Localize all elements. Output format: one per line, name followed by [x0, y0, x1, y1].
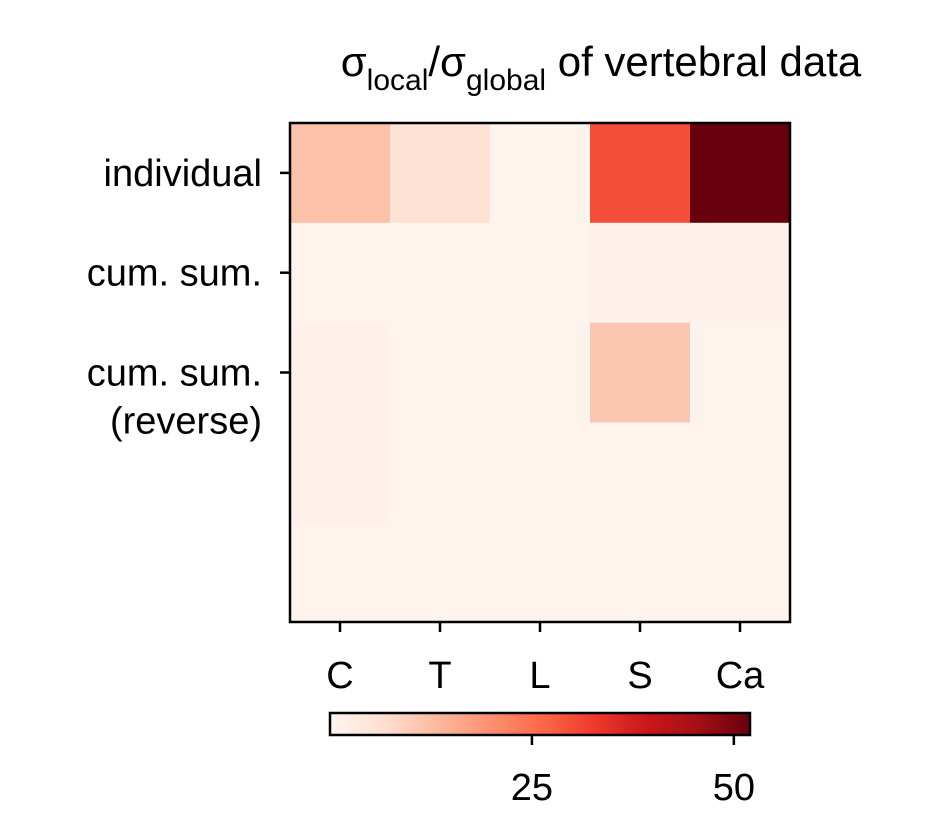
heatmap-cell — [390, 422, 491, 523]
heatmap-cells — [290, 123, 791, 623]
heatmap-cell — [590, 322, 691, 423]
x-tick-label: L — [529, 655, 550, 697]
heatmap-cell — [690, 322, 791, 423]
title-sigma-local: σ — [341, 38, 367, 85]
heatmap-cell — [690, 522, 791, 623]
x-tick-label: Ca — [716, 655, 765, 697]
x-axis-ticks: C T L S Ca — [326, 622, 765, 697]
heatmap-cell — [490, 322, 591, 423]
colorbar: 25 50 — [328, 711, 755, 809]
heatmap-cell — [290, 123, 391, 224]
heatmap-cell — [490, 522, 591, 623]
heatmap-cell — [690, 422, 791, 523]
heatmap-cell — [690, 123, 791, 224]
heatmap-cell — [390, 522, 491, 623]
x-tick-label: S — [627, 655, 652, 697]
heatmap-cell — [590, 123, 691, 224]
heatmap-cell — [590, 522, 691, 623]
y-tick-label: individual — [104, 153, 262, 195]
y-tick-label: cum. sum. (reverse) — [87, 353, 262, 443]
heatmap-cell — [290, 522, 391, 623]
heatmap-cell — [490, 222, 591, 324]
heatmap-cell — [390, 222, 491, 324]
heatmap-cell — [590, 222, 691, 324]
title-rest: of vertebral data — [546, 38, 862, 85]
heatmap-cell — [390, 123, 491, 224]
chart-title: σlocal/σglobal of vertebral data — [341, 38, 862, 97]
title-sub-local: local — [367, 64, 429, 97]
heatmap-cell — [290, 322, 391, 423]
colorbar-gradient — [328, 711, 752, 737]
colorbar-tick-label: 25 — [511, 767, 553, 809]
x-tick-label: C — [326, 655, 353, 697]
title-sub-global: global — [466, 64, 546, 97]
heatmap-cell — [690, 222, 791, 324]
heatmap-cell — [490, 123, 591, 224]
x-tick-label: T — [428, 655, 451, 697]
heatmap-cell — [490, 422, 591, 523]
title-slash: / — [428, 38, 440, 85]
colorbar-ticks: 25 50 — [511, 735, 755, 809]
heatmap-cell — [590, 422, 691, 523]
title-sigma-global: σ — [440, 38, 466, 85]
y-tick-label: cum. sum. — [87, 253, 262, 295]
heatmap-cell — [390, 322, 491, 423]
heatmap-cell — [290, 422, 391, 523]
heatmap-cell — [290, 222, 391, 324]
colorbar-tick-label: 50 — [713, 767, 755, 809]
y-axis-ticks: individual cum. sum. cum. sum. (reverse) — [87, 153, 290, 443]
